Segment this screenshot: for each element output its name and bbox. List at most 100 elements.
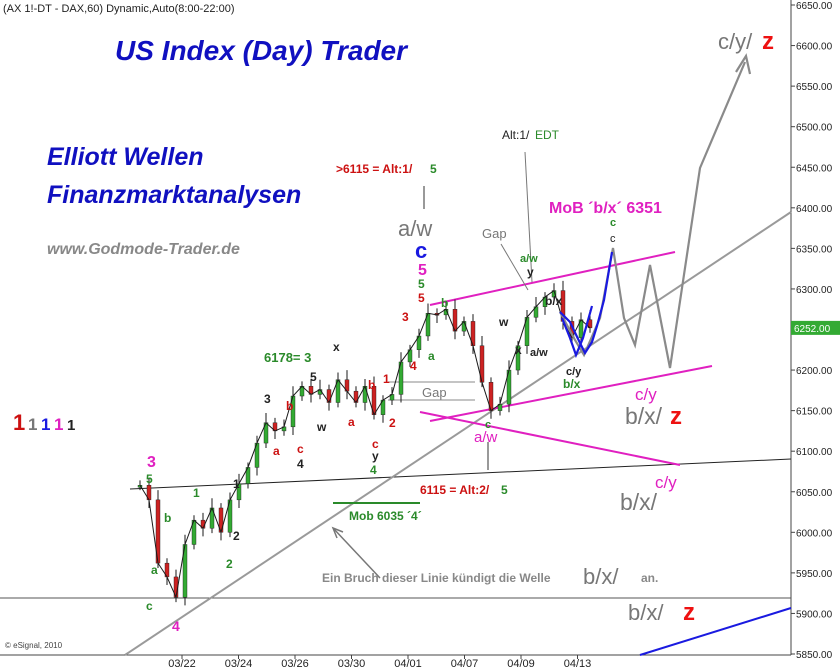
aw-top: a/w <box>398 216 432 241</box>
bx-low: b/x/ <box>620 489 658 515</box>
c-red-left: c <box>297 442 304 456</box>
c-green-top: c <box>610 217 616 229</box>
five-green: 5 <box>418 277 425 291</box>
y-peak: y <box>527 265 534 279</box>
x-tick-label: 04/09 <box>507 658 535 670</box>
c-green-low: c <box>146 599 153 613</box>
mob-6035: Mob 6035 ´4´ <box>349 509 422 523</box>
y-tick-label: 6600.00 <box>796 42 833 53</box>
three-red: 3 <box>402 310 409 324</box>
bx-peak: b/x <box>545 294 563 308</box>
x-black: x <box>333 340 340 354</box>
alt1-num: 5 <box>430 162 437 176</box>
b-green-left: b <box>164 511 171 525</box>
a-red: a <box>348 415 355 429</box>
blue-projection-2 <box>560 305 594 359</box>
four-black: 4 <box>297 457 304 471</box>
gap-upper: Gap <box>482 226 507 241</box>
chart-title: US Index (Day) Trader <box>115 35 409 66</box>
four-magenta: 4 <box>172 618 180 634</box>
four-red: 4 <box>410 359 417 373</box>
y-tick-label: 5850.00 <box>796 650 833 661</box>
subtitle-1: Elliott Wellen <box>47 143 204 171</box>
y-axis: 5850.00 5900.00 5950.00 6000.00 6050.00 6100.… <box>790 0 833 661</box>
subtitle-2: Finanzmarktanalysen <box>47 181 301 209</box>
x-tick-label: 03/26 <box>281 658 309 670</box>
alt1-edt-value: EDT <box>535 128 560 142</box>
upper-channel-line <box>429 251 676 306</box>
x-tick-label: 03/30 <box>338 658 366 670</box>
aw-small: a/w <box>530 347 548 359</box>
last-price-box <box>791 320 840 335</box>
candle-body <box>137 485 143 488</box>
break-label: b/x/ <box>583 564 619 589</box>
trend-lines <box>0 151 792 656</box>
bxz-mid-z: z <box>670 403 682 430</box>
break-suffix: an. <box>641 571 658 585</box>
price-path <box>139 289 591 599</box>
c-gray-top: c <box>610 233 616 245</box>
bxz-bot-z: z <box>683 599 695 626</box>
one-green: 1 <box>193 486 200 500</box>
x-tick-label: 04/13 <box>564 658 592 670</box>
c-red: c <box>372 437 379 451</box>
y-black: y <box>372 449 379 463</box>
cyz-top-cy: c/y/ <box>718 29 753 54</box>
cy-small: c/y <box>566 366 582 378</box>
y-tick-label: 6000.00 <box>796 528 833 539</box>
x-black-right: x <box>515 343 522 357</box>
aw-green-peak: a/w <box>520 253 538 265</box>
blue-projection-1 <box>559 251 614 356</box>
b-red: b <box>368 378 375 392</box>
break-pointer <box>332 527 381 579</box>
two-red: 2 <box>389 416 396 430</box>
two-green: 2 <box>226 557 233 571</box>
x-tick-label: 04/07 <box>451 658 479 670</box>
projections <box>559 53 752 369</box>
degree-1a: 1 <box>13 410 25 435</box>
main-uptrend-line <box>124 211 792 656</box>
copyright: © eSignal, 2010 <box>5 641 63 650</box>
alt2-label: 6115 = Alt:2/ <box>420 483 490 497</box>
edt-pointer <box>524 151 533 283</box>
w-black: w <box>316 420 327 434</box>
b-green: b <box>441 296 448 310</box>
symbol-header: (AX 1!-DT - DAX,60) Dynamic,Auto(8:00-22… <box>3 3 235 15</box>
degree-1d: 1 <box>54 415 63 434</box>
one-black: 1 <box>233 477 240 491</box>
y-tick-label: 6400.00 <box>796 204 833 215</box>
y-tick-label: 6550.00 <box>796 82 833 93</box>
gap-mid: Gap <box>422 385 447 400</box>
x-tick-label: 04/01 <box>394 658 422 670</box>
four-green: 4 <box>370 463 377 477</box>
bxz-bot-bx: b/x/ <box>628 600 664 625</box>
last-price-badge: 6252.00 <box>791 320 840 335</box>
gap-pointer <box>500 243 529 291</box>
gray-projection <box>559 61 747 369</box>
a-red-left: a <box>273 444 280 458</box>
y-tick-label: 6500.00 <box>796 123 833 134</box>
x-tick-label: 03/22 <box>168 658 196 670</box>
w-black-right: w <box>498 315 509 329</box>
gray-projection-arrowhead <box>735 53 752 75</box>
break-text: Ein Bruch dieser Linie kündigt die Welle <box>322 571 551 585</box>
three-magenta: 3 <box>147 454 156 471</box>
mob-6351: MoB ´b/x´ 6351 <box>549 200 662 217</box>
b-red-left: b <box>286 399 293 413</box>
alt1-label: >6115 = Alt:1/ <box>336 162 413 176</box>
y-tick-label: 6200.00 <box>796 366 833 377</box>
one-red: 1 <box>383 372 390 386</box>
cyz-top-z: z <box>762 28 774 55</box>
a-green-left: a <box>151 563 158 577</box>
five-magenta: 5 <box>418 262 427 279</box>
c-green-mid: c <box>485 419 491 431</box>
bxz-mid-bx: b/x/ <box>625 403 663 429</box>
bx-green: b/x <box>563 377 581 391</box>
degree-1b: 1 <box>28 415 37 434</box>
x-axis: 03/22 03/24 03/26 03/30 04/01 04/07 04/09 04/13 <box>0 654 791 670</box>
y-tick-label: 6100.00 <box>796 447 833 458</box>
cy-mag-2: c/y <box>655 473 677 492</box>
y-tick-label: 6650.00 <box>796 1 833 12</box>
y-tick-label: 5900.00 <box>796 609 833 620</box>
